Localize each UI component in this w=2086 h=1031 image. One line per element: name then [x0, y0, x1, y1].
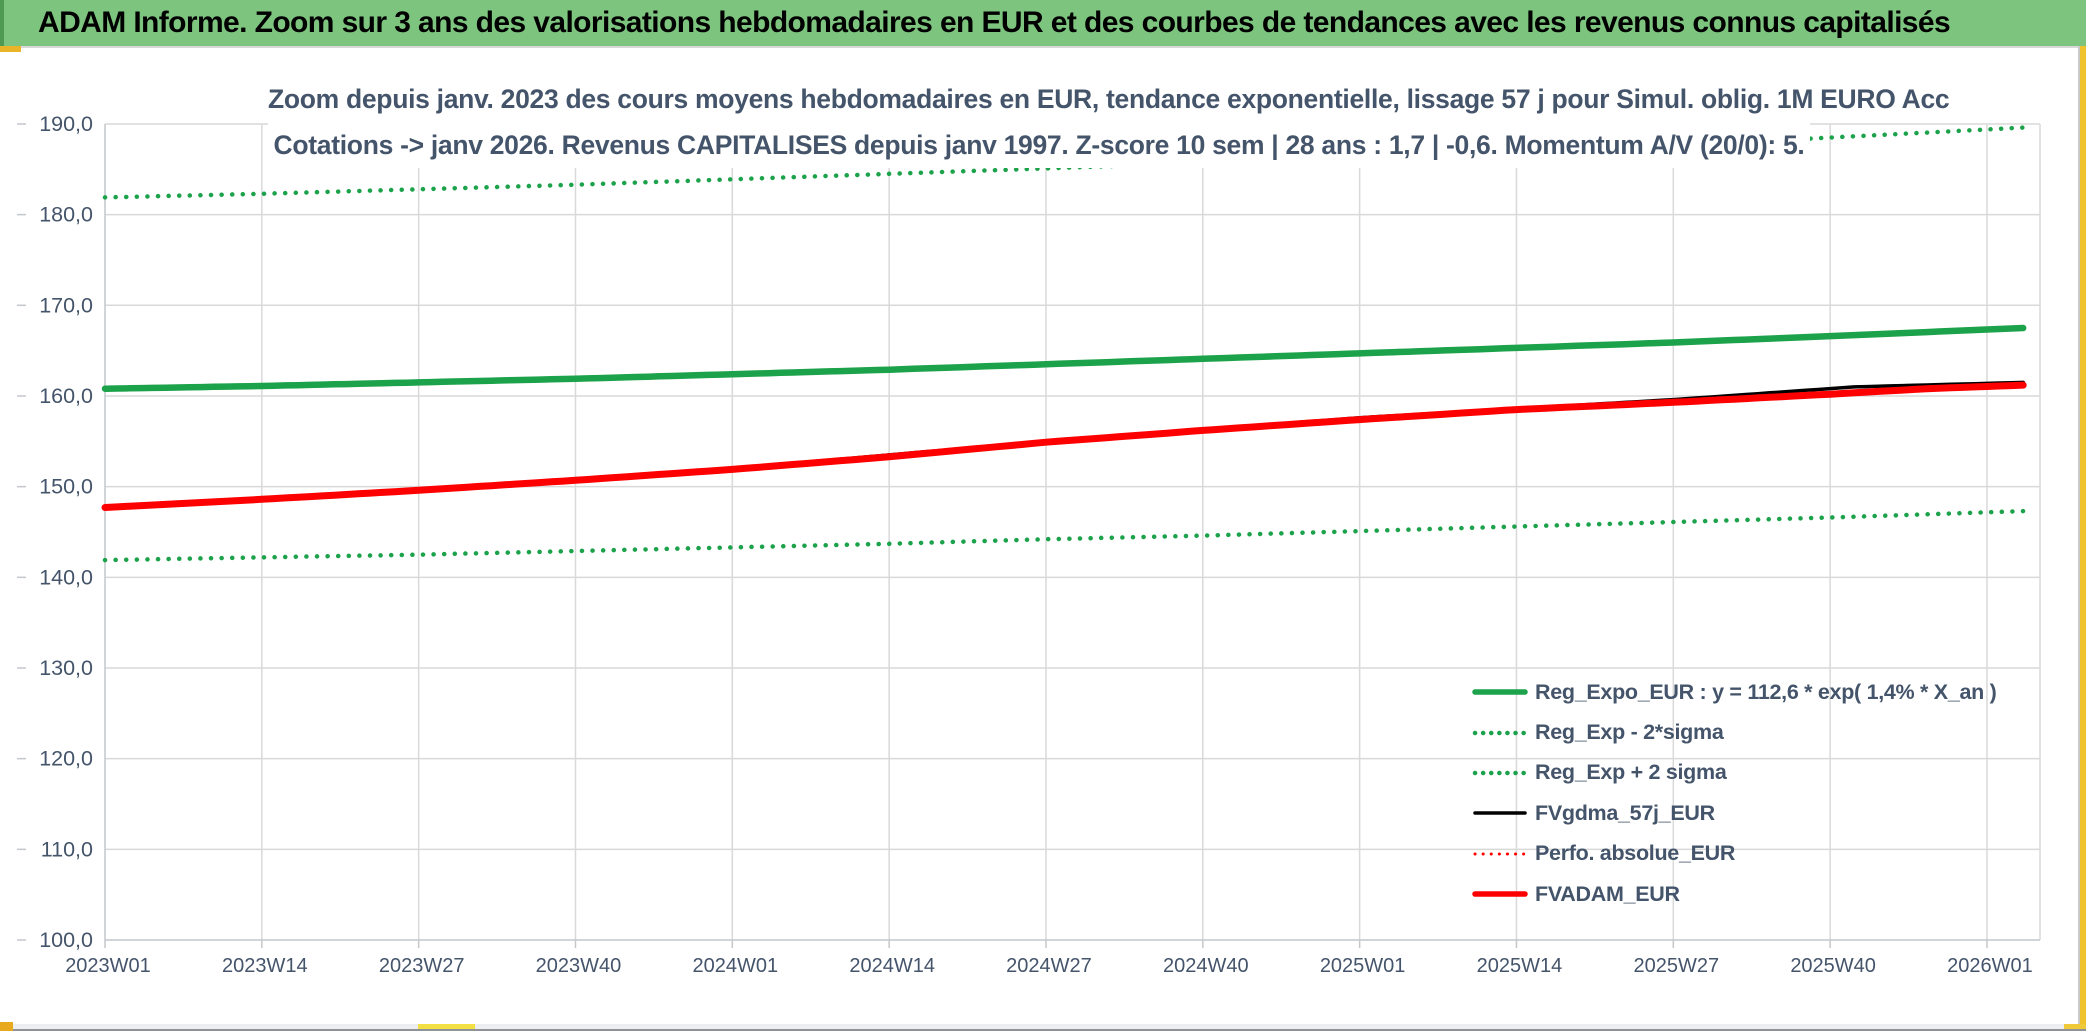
y-tick-label: 180,0 — [39, 203, 93, 227]
legend-item-6: FVADAM_EUR — [1472, 874, 1997, 914]
y-tick-label: 130,0 — [39, 656, 93, 680]
legend-line-sample — [1472, 770, 1528, 776]
legend-label: Perfo. absolue_EUR — [1535, 841, 1736, 866]
y-tick-label: 100,0 — [39, 928, 93, 952]
legend-item-4: FVgdma_57j_EUR — [1472, 793, 1997, 833]
bottom-yellow-accent — [418, 1024, 475, 1029]
x-tick-label: 2025W14 — [1477, 955, 1563, 977]
legend-item-2: Reg_Exp - 2*sigma — [1472, 712, 1997, 752]
legend-label: FVADAM_EUR — [1535, 881, 1680, 906]
legend-line-sample — [1472, 730, 1528, 735]
y-tick-label: 160,0 — [39, 384, 93, 408]
x-tick-label: 2023W14 — [222, 955, 308, 977]
chart-title: Zoom depuis janv. 2023 des cours moyens … — [268, 76, 1950, 168]
legend-label: Reg_Exp - 2*sigma — [1535, 720, 1724, 745]
legend-item-3: Reg_Exp + 2 sigma — [1472, 753, 1997, 793]
header-bar: ADAM Informe. Zoom sur 3 ans des valoris… — [0, 0, 2086, 46]
x-tick-label: 2025W01 — [1320, 955, 1406, 977]
legend-item-1: Reg_Expo_EUR : y = 112,6 * exp( 1,4% * X… — [1472, 672, 1997, 712]
legend-item-5: Perfo. absolue_EUR — [1472, 834, 1997, 874]
chart-title-line1: Zoom depuis janv. 2023 des cours moyens … — [268, 84, 1950, 114]
y-tick-label: 140,0 — [39, 565, 93, 589]
chart-title-line2: Cotations -> janv 2026. Revenus CAPITALI… — [273, 130, 1805, 160]
x-tick-label: 2025W27 — [1633, 955, 1719, 977]
legend-line-sample — [1473, 811, 1527, 816]
x-tick-label: 2024W40 — [1163, 955, 1249, 977]
x-tick-label: 2026W01 — [1947, 955, 2033, 977]
series-line — [102, 508, 2026, 563]
y-tick-label: 170,0 — [39, 293, 93, 317]
legend-line-sample — [1473, 852, 1527, 856]
series-line — [101, 381, 2027, 511]
right-gold-border — [2080, 46, 2086, 1031]
bottom-right-yellow-accent — [2064, 1024, 2086, 1031]
header-underline — [0, 46, 2086, 48]
legend-line-sample — [1472, 891, 1528, 897]
gold-corner-accent — [0, 46, 21, 52]
legend-line-sample — [1472, 689, 1528, 695]
bottom-strip — [0, 1024, 2086, 1031]
x-tick-label: 2024W14 — [849, 955, 935, 977]
series-line — [101, 324, 2027, 392]
x-tick-label: 2023W27 — [379, 955, 465, 977]
legend-label: Reg_Exp + 2 sigma — [1535, 760, 1727, 785]
y-tick-label: 110,0 — [41, 837, 93, 861]
header-left-accent — [0, 0, 4, 46]
x-tick-label: 2023W01 — [65, 955, 151, 977]
x-tick-label: 2024W27 — [1006, 955, 1092, 977]
x-tick-label: 2023W40 — [536, 955, 622, 977]
bottom-border-line — [0, 1029, 2086, 1031]
legend-label: Reg_Expo_EUR : y = 112,6 * exp( 1,4% * X… — [1535, 679, 1997, 704]
bottom-left-orange-accent — [0, 1022, 13, 1031]
x-tick-label: 2024W01 — [693, 955, 779, 977]
y-tick-label: 120,0 — [39, 747, 93, 771]
page-title: ADAM Informe. Zoom sur 3 ans des valoris… — [38, 6, 1951, 39]
x-tick-label: 2025W40 — [1790, 955, 1876, 977]
y-tick-label: 150,0 — [39, 475, 93, 499]
chart-legend: Reg_Expo_EUR : y = 112,6 * exp( 1,4% * X… — [1472, 672, 1997, 914]
y-tick-label: 190,0 — [39, 112, 93, 136]
legend-label: FVgdma_57j_EUR — [1535, 800, 1715, 825]
chart-right-border — [2078, 46, 2080, 1031]
